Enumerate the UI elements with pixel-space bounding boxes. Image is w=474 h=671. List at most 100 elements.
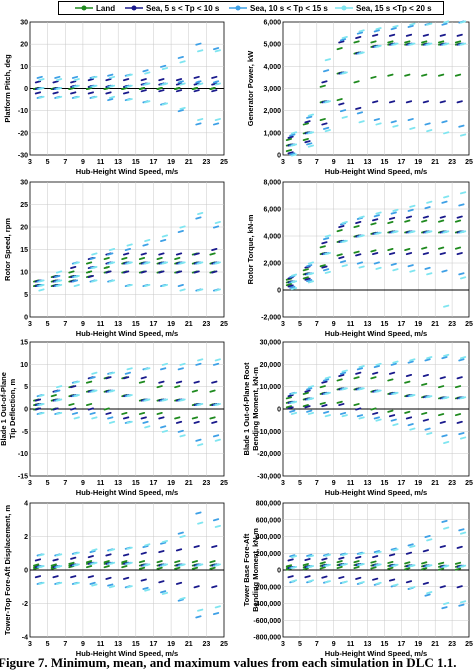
data-mark-max xyxy=(404,380,411,384)
data-mark-min xyxy=(211,585,218,589)
x-tick-label: 7 xyxy=(315,159,319,166)
x-tick-label: 19 xyxy=(167,321,175,328)
data-mark-min xyxy=(307,579,315,583)
x-axis-label: Hub-Height Wind Speed, m/s xyxy=(76,167,178,176)
data-mark-min xyxy=(193,420,200,424)
data-mark-min xyxy=(454,246,462,250)
y-tick-label: 25 xyxy=(20,202,28,209)
data-mark-max xyxy=(388,216,396,220)
data-mark-min xyxy=(161,429,169,433)
data-mark-max xyxy=(443,20,450,24)
data-mark-min xyxy=(441,606,448,610)
data-mark-min xyxy=(197,608,204,612)
data-mark-min xyxy=(387,73,394,77)
data-mark-min xyxy=(353,80,360,84)
y-tick-label: -30 xyxy=(18,153,28,160)
data-mark-max xyxy=(454,561,462,565)
data-mark-max xyxy=(443,353,450,357)
data-mark-min xyxy=(353,565,360,569)
data-mark-max xyxy=(338,556,345,560)
data-mark-min xyxy=(409,586,416,590)
data-mark-max xyxy=(355,555,362,559)
data-point-mean xyxy=(181,563,184,567)
data-point-mean xyxy=(411,564,414,567)
data-mark-max xyxy=(105,553,112,557)
data-mark-max xyxy=(54,75,61,79)
data-mark-max xyxy=(388,33,396,37)
chart-panel-8: 3 5 7 9 11 13 15 17 19 21 23 25 -800,000 -600,000 -400… xyxy=(242,501,473,659)
chart-panel-6: 3 5 7 9 11 13 15 17 19 21 23 25 -30,000 -20,000 -10,00… xyxy=(242,340,473,498)
data-mark-max xyxy=(375,550,382,554)
data-mark-min xyxy=(290,153,298,157)
y-tick-label: 0 xyxy=(277,568,281,575)
data-mark-max xyxy=(302,122,309,126)
data-point-mean xyxy=(343,387,346,390)
data-mark-min xyxy=(156,411,163,415)
data-mark-min xyxy=(323,410,330,414)
x-tick-label: 11 xyxy=(347,641,355,648)
data-mark-max xyxy=(91,371,98,375)
data-mark-min xyxy=(373,118,380,122)
data-mark-max xyxy=(341,369,348,373)
data-mark-max xyxy=(373,550,380,554)
data-mark-min xyxy=(459,436,467,440)
legend-label-land: Land xyxy=(96,3,116,13)
data-mark-min xyxy=(56,283,63,288)
data-mark-max xyxy=(372,218,379,222)
data-mark-max xyxy=(441,22,448,26)
chart-panel-2: 3 5 7 9 11 13 15 17 19 21 23 25 0 1,000 2,000 3,000 4,00… xyxy=(246,20,473,177)
data-point-mean xyxy=(216,261,219,265)
data-mark-min xyxy=(321,404,328,408)
data-mark-min xyxy=(287,406,294,410)
data-mark-min xyxy=(285,405,293,409)
data-mark-min xyxy=(212,434,220,438)
x-tick-label: 9 xyxy=(332,321,336,328)
data-mark-max xyxy=(68,87,75,90)
y-axis-label-line: Blade 1 Out-of-Plane xyxy=(0,372,8,446)
data-mark-max xyxy=(290,131,298,135)
data-point-mean xyxy=(75,394,78,397)
data-mark-min xyxy=(289,409,296,413)
data-mark-max xyxy=(287,558,294,562)
x-axis-label: Hub-Height Wind Speed, m/s xyxy=(325,488,427,497)
x-tick-label: 9 xyxy=(81,641,85,648)
data-mark-max xyxy=(290,555,298,559)
data-mark-max xyxy=(138,87,146,90)
data-mark-min xyxy=(89,411,96,415)
data-mark-max xyxy=(388,553,396,557)
y-axis-label: Generator Power, kW xyxy=(246,50,255,126)
data-mark-min xyxy=(193,89,200,93)
data-mark-min xyxy=(390,120,397,124)
y-tick-label: 0 xyxy=(24,568,28,575)
data-mark-min xyxy=(375,122,382,126)
x-tick-label: 11 xyxy=(97,480,105,487)
y-axis-label-line: Tower Base Fore-Aft xyxy=(242,533,251,606)
data-mark-min xyxy=(302,276,309,280)
data-point-mean xyxy=(326,564,329,567)
data-point-mean xyxy=(128,394,131,397)
y-tick-label: -20 xyxy=(18,130,28,137)
data-mark-min xyxy=(388,414,396,418)
data-mark-max xyxy=(407,24,414,28)
data-mark-min xyxy=(126,98,133,102)
data-point-mean xyxy=(216,82,219,86)
data-point-mean xyxy=(199,261,202,265)
data-point-mean xyxy=(326,100,329,103)
data-mark-max xyxy=(161,67,169,71)
data-mark-min xyxy=(458,272,465,276)
data-mark-max xyxy=(426,200,433,204)
data-point-mean xyxy=(394,392,397,395)
x-tick-label: 15 xyxy=(132,480,140,487)
data-mark-max xyxy=(353,560,360,564)
data-mark-min xyxy=(372,100,379,104)
data-mark-max xyxy=(121,87,128,90)
data-mark-min xyxy=(73,416,80,420)
data-mark-min xyxy=(373,261,380,265)
data-mark-min xyxy=(304,575,311,579)
data-mark-min xyxy=(407,118,414,122)
data-mark-max xyxy=(373,214,380,218)
data-mark-min xyxy=(158,270,165,274)
data-mark-max xyxy=(70,385,77,389)
data-mark-max xyxy=(56,270,63,274)
x-tick-label: 3 xyxy=(28,641,32,648)
